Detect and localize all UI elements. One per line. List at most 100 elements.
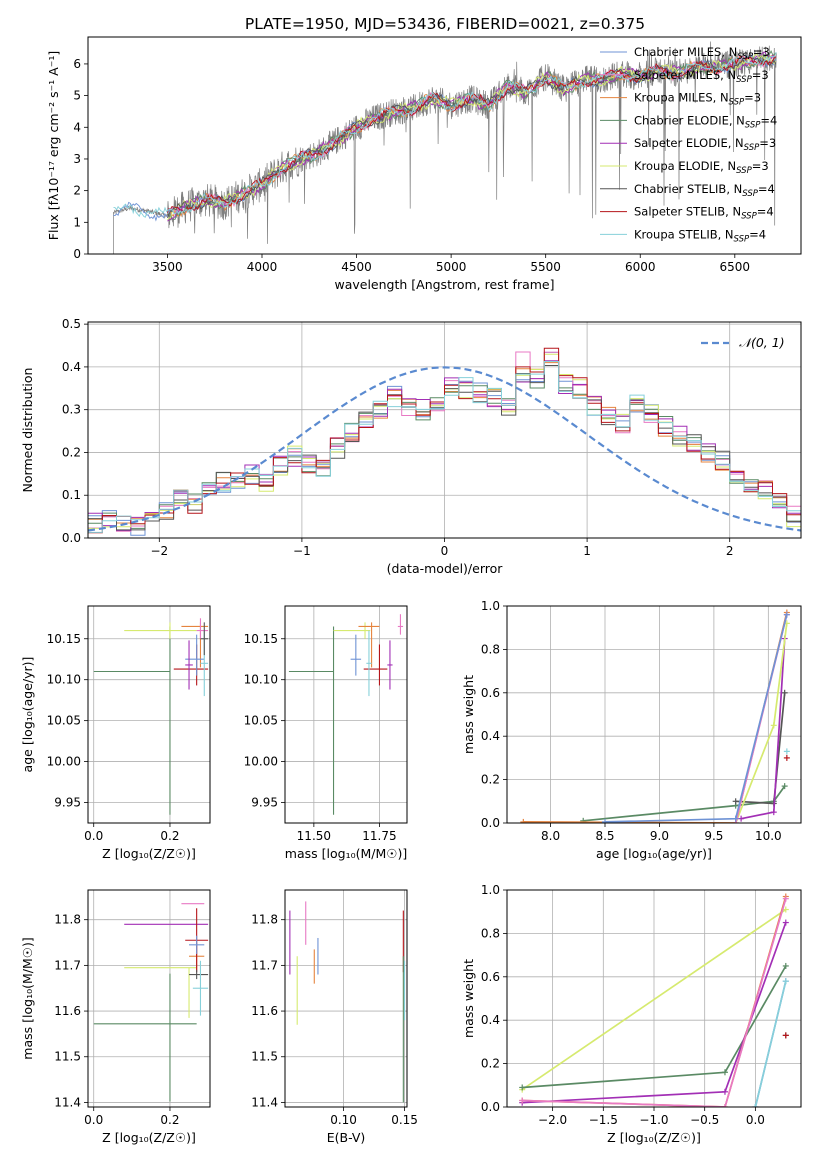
errorbar-point bbox=[387, 640, 393, 690]
y-tick-label: 0.4 bbox=[481, 1013, 500, 1027]
errorbar-point bbox=[185, 634, 205, 676]
errorbar-point bbox=[363, 644, 388, 686]
y-tick-label: 11.6 bbox=[54, 1004, 81, 1018]
legend-entry: Kroupa ELODIE, NSSP=3 bbox=[634, 159, 769, 176]
y-tick-label: 0.6 bbox=[481, 970, 500, 984]
x-tick-label: 0.0 bbox=[746, 1113, 765, 1127]
x-tick-label: 6500 bbox=[720, 260, 751, 274]
model-line-kroupa-miles bbox=[167, 52, 777, 218]
legend-entry: Salpeter ELODIE, NSSP=3 bbox=[634, 136, 776, 153]
y-tick-label: 0.2 bbox=[62, 445, 81, 459]
y-tick-label: 6 bbox=[73, 57, 81, 71]
errorbar-point bbox=[397, 614, 404, 635]
x-tick-label: −0.5 bbox=[690, 1113, 719, 1127]
x-tick-label: 9.5 bbox=[704, 829, 723, 843]
age_vs_Z-ylabel: age [log₁₀(age/yr)] bbox=[20, 657, 35, 773]
x-tick-label: 10.0 bbox=[755, 829, 782, 843]
mass_vs_ebv-xlabel: E(B-V) bbox=[327, 1130, 366, 1145]
legend-entry: Chabrier STELIB, NSSP=4 bbox=[634, 182, 775, 199]
y-tick-label: 0.1 bbox=[62, 488, 81, 502]
y-tick-label: 9.95 bbox=[251, 796, 278, 810]
model-line-chabrier-stelib bbox=[166, 56, 777, 218]
y-tick-label: 0.0 bbox=[481, 1100, 500, 1114]
y-tick-label: 0.6 bbox=[481, 686, 500, 700]
y-tick-label: 1.0 bbox=[481, 599, 500, 613]
mass_vs_ebv-frame bbox=[284, 889, 408, 1108]
x-tick-label: 4500 bbox=[341, 260, 372, 274]
errorbar-point bbox=[358, 622, 380, 668]
y-tick-label: 11.6 bbox=[251, 1004, 278, 1018]
histogram-chabrier-stelib bbox=[88, 365, 801, 531]
y-tick-label: 1.0 bbox=[481, 883, 500, 897]
x-tick-label: 9.0 bbox=[650, 829, 669, 843]
y-tick-label: 5 bbox=[73, 89, 81, 103]
legend-entry: Salpeter STELIB, NSSP=4 bbox=[634, 205, 774, 222]
residuals-xlabel: (data-model)/error bbox=[387, 561, 504, 576]
y-tick-label: 4 bbox=[73, 120, 81, 134]
y-tick-label: 0.5 bbox=[62, 317, 81, 331]
y-tick-label: 11.8 bbox=[54, 913, 81, 927]
errorbar-point bbox=[350, 634, 362, 676]
age_vs_mass-axes: 11.50 11.75 9.95 10.00 10.05 10.10 10.15 mass [… bbox=[244, 606, 407, 861]
legend-gaussian-label: 𝒩(0, 1) bbox=[739, 335, 785, 350]
y-tick-label: 3 bbox=[73, 152, 81, 166]
y-tick-label: 11.5 bbox=[54, 1050, 81, 1064]
y-tick-label: 0.2 bbox=[481, 773, 500, 787]
errorbar-point bbox=[124, 622, 197, 639]
errorbar-point bbox=[366, 630, 372, 697]
y-tick-label: 11.4 bbox=[54, 1095, 81, 1109]
spectrum-xlabel: wavelength [Angstrom, rest frame] bbox=[334, 277, 554, 292]
y-tick-label: 10.00 bbox=[244, 755, 278, 769]
errorbar-point bbox=[333, 622, 371, 639]
errorbar-point bbox=[288, 626, 335, 815]
histogram-kroupa-miles bbox=[88, 362, 801, 524]
legend-entry: Kroupa STELIB, NSSP=4 bbox=[634, 227, 766, 244]
x-tick-label: 1 bbox=[583, 544, 591, 558]
errorbar-point bbox=[124, 967, 197, 1018]
x-tick-label: 5500 bbox=[530, 260, 561, 274]
x-tick-label: 6000 bbox=[625, 260, 656, 274]
errorbar-point bbox=[189, 969, 209, 980]
histogram-salpeter-elodie bbox=[88, 360, 801, 531]
model-line-kroupa-stelib bbox=[113, 51, 777, 218]
residuals-plot bbox=[88, 347, 801, 536]
x-tick-label: 0.10 bbox=[330, 1113, 357, 1127]
y-tick-label: 11.4 bbox=[251, 1095, 278, 1109]
y-tick-label: 11.5 bbox=[251, 1050, 278, 1064]
x-tick-label: −2 bbox=[150, 544, 168, 558]
series-line-kroupa-elodie bbox=[521, 908, 787, 1091]
mass_vs_Z-frame bbox=[87, 889, 211, 1108]
y-tick-label: 0.4 bbox=[62, 360, 81, 374]
mass_weight_vs_Z-ylabel: mass weight bbox=[461, 959, 476, 1038]
residuals-axes: −2 −1 0 1 2 0.0 0.1 0.2 0.3 0.4 0.5 (data-model)/er… bbox=[20, 317, 801, 576]
y-tick-label: 11.8 bbox=[251, 913, 278, 927]
x-tick-label: 5000 bbox=[436, 260, 467, 274]
spectrum-legend: Chabrier MILES, NSSP=3 Salpeter MILES, NS… bbox=[600, 45, 777, 244]
y-tick-label: 0 bbox=[73, 247, 81, 261]
model-line-salpeter-elodie bbox=[167, 51, 776, 222]
mass_vs_Z-plot bbox=[93, 903, 209, 1102]
y-tick-label: 0.3 bbox=[62, 403, 81, 417]
y-tick-label: 0.0 bbox=[62, 531, 81, 545]
x-tick-label: −1.5 bbox=[589, 1113, 618, 1127]
y-tick-label: 0.8 bbox=[481, 642, 500, 656]
series-line-chabrier-elodie bbox=[583, 785, 786, 822]
y-tick-label: 10.15 bbox=[244, 632, 278, 646]
residuals-ylabel: Normed distribution bbox=[20, 368, 35, 493]
spectrum-plot bbox=[113, 41, 777, 254]
spectrum-frame bbox=[87, 36, 802, 255]
x-tick-label: 4000 bbox=[247, 260, 278, 274]
x-tick-label: 8.0 bbox=[541, 829, 560, 843]
x-tick-label: 2 bbox=[726, 544, 734, 558]
x-tick-label: 0.15 bbox=[391, 1113, 418, 1127]
series-line-chabrier-miles bbox=[604, 614, 788, 823]
age_vs_mass-plot bbox=[288, 614, 404, 815]
spectrum-ylabel: Flux [fλ10⁻¹⁷ erg cm⁻² s⁻¹ A⁻¹] bbox=[46, 51, 61, 240]
mass_vs_Z-ylabel: mass [log₁₀(M/M☉)] bbox=[20, 937, 35, 1059]
y-tick-label: 10.05 bbox=[47, 714, 81, 728]
mass_weight_vs_age-plot bbox=[520, 609, 790, 823]
errorbar-point bbox=[185, 640, 193, 690]
errorbar-point bbox=[93, 973, 197, 1102]
mass_weight_vs_Z-frame bbox=[506, 889, 802, 1108]
